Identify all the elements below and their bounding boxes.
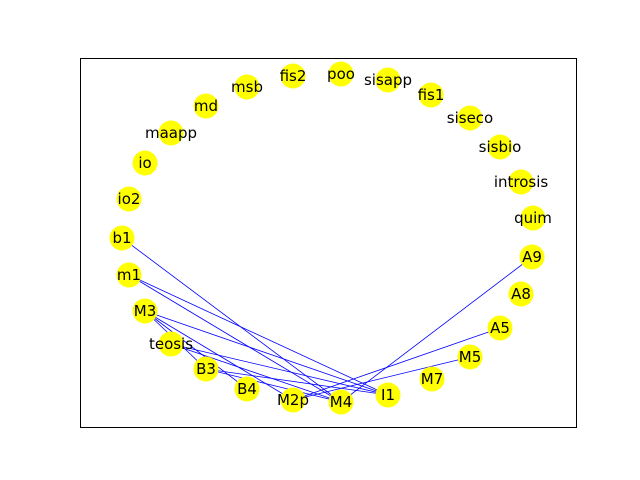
node-label: A5 [490,319,510,337]
node-M5: M5 [457,344,483,370]
node-marker [280,387,306,413]
node-marker [457,105,483,131]
node-marker [375,382,401,408]
node-poo: poo [327,61,355,87]
node-marker [193,93,219,119]
node-B3: B3 [193,356,219,382]
node-label: poo [327,65,355,83]
node-m1: m1 [116,262,142,288]
node-label: A8 [511,285,531,303]
node-sisapp: sisapp [364,67,412,93]
node-quim: quim [514,205,552,231]
plot-frame [80,58,577,428]
node-A8: A8 [508,281,534,307]
node-marker [109,225,135,251]
node-label: B3 [196,360,216,378]
node-label: teosis [149,335,193,353]
node-marker [116,186,142,212]
node-marker [418,82,444,108]
node-marker [132,150,158,176]
node-M3: M3 [132,298,158,324]
node-label: M2p [277,391,309,409]
node-marker [328,61,354,87]
node-A9: A9 [519,244,545,270]
node-io2: io2 [116,186,142,212]
node-label: io2 [118,190,141,208]
node-marker [234,376,260,402]
node-label: fis2 [280,67,307,85]
edge-B3-M4 [205,368,342,403]
node-B4: B4 [234,376,260,402]
node-marker [508,169,534,195]
edge-teosis-I1 [170,343,389,396]
node-b1: b1 [109,225,135,251]
edge-B3-I1 [205,368,389,396]
node-label: maapp [145,124,197,142]
node-label: md [194,97,218,115]
edge-b1-M4 [121,237,342,403]
node-label: msb [231,78,263,96]
node-label: siseco [447,109,493,127]
node-marker [158,120,184,146]
node-label: introsis [494,173,549,191]
edge-m1-M4 [128,274,342,403]
node-I1: I1 [375,382,401,408]
node-label: I1 [381,386,395,404]
node-marker [520,205,546,231]
node-A5: A5 [487,315,513,341]
node-marker [234,74,260,100]
node-label: fis1 [418,86,445,104]
node-label: b1 [112,229,131,247]
node-md: md [193,93,219,119]
edge-M2p-M5 [292,356,471,401]
node-label: m1 [117,266,141,284]
node-marker [419,366,445,392]
node-marker [328,389,354,415]
node-marker [519,244,545,270]
edge-M4-A9 [340,256,533,403]
node-fis1: fis1 [418,82,445,108]
edge-teosis-M4 [170,343,342,403]
node-label: M7 [421,370,444,388]
node-M4: M4 [328,389,354,415]
edge-M2p-A5 [292,327,501,401]
node-maapp: maapp [145,120,197,146]
edge-m1-I1 [128,274,389,396]
node-marker [280,63,306,89]
node-marker [116,262,142,288]
node-fis2: fis2 [280,63,307,89]
node-label: io [138,154,151,172]
node-label: A9 [522,248,542,266]
node-M7: M7 [419,366,445,392]
node-msb: msb [231,74,263,100]
edge-layer [121,237,533,403]
node-marker [132,298,158,324]
node-sisbio: sisbio [479,134,522,160]
node-label: M3 [134,302,157,320]
node-siseco: siseco [447,105,493,131]
node-io: io [132,150,158,176]
node-marker [487,315,513,341]
node-marker [193,356,219,382]
node-marker [487,134,513,160]
node-label: M4 [330,393,353,411]
node-label: quim [514,209,552,227]
node-label: sisapp [364,71,412,89]
node-label: B4 [237,380,257,398]
node-introsis: introsis [494,169,549,195]
node-M2p: M2p [277,387,309,413]
node-label: sisbio [479,138,522,156]
node-marker [457,344,483,370]
node-teosis: teosis [149,331,193,357]
node-label: M5 [459,348,482,366]
node-marker [508,281,534,307]
node-marker [375,67,401,93]
node-marker [158,331,184,357]
